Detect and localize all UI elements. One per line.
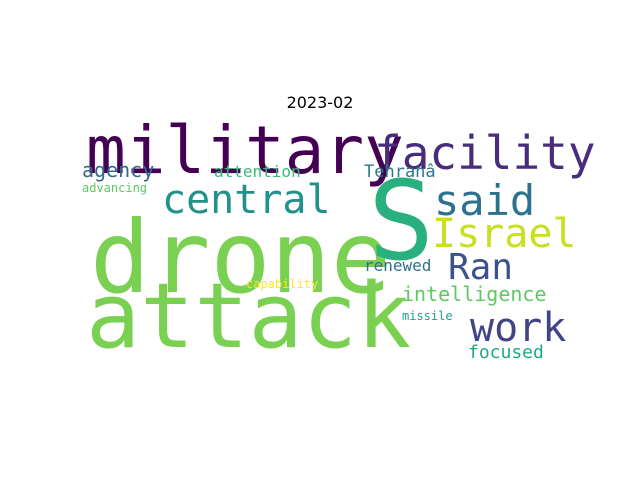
word-drone: drone — [90, 199, 392, 316]
word-attack: attack — [86, 264, 412, 369]
word-said: said — [434, 176, 536, 225]
word-missile: missile — [402, 309, 453, 323]
word-central: central — [162, 177, 331, 223]
word-work: work — [470, 305, 567, 351]
word-intelligence: intelligence — [402, 282, 547, 306]
word-capability: capability — [246, 277, 319, 291]
word-advancing: advancing — [82, 181, 148, 195]
chart-title: 2023-02 — [286, 93, 354, 112]
word-cloud: drone attack military S facility central… — [80, 112, 596, 369]
word-focused: focused — [468, 342, 544, 363]
word-military: military — [86, 112, 404, 189]
word-agency: agency — [82, 158, 155, 182]
word-facility: facility — [374, 126, 596, 180]
word-attention: attention — [214, 162, 301, 181]
word-israel: Israel — [432, 211, 577, 257]
word-s: S — [368, 157, 435, 285]
word-ran: Ran — [448, 247, 514, 288]
word-renewed: renewed — [364, 256, 432, 275]
word-tehran: Tehranâ — [364, 162, 436, 182]
